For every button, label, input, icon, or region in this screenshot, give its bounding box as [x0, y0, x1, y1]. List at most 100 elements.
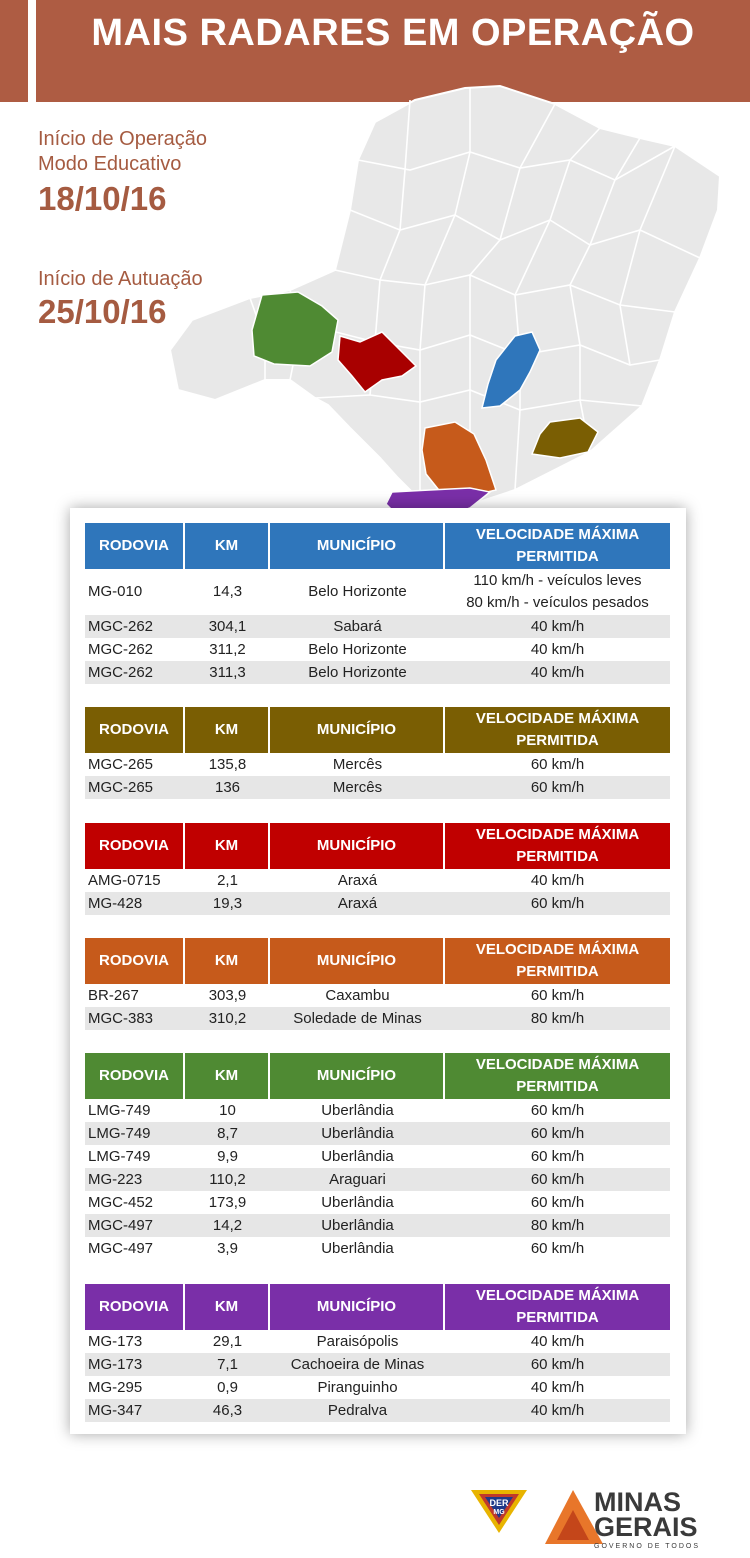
- header-velocidade-line-1: VELOCIDADE MÁXIMA: [475, 1056, 640, 1073]
- header-velocidade: VELOCIDADE MÁXIMA PERMITIDA: [445, 938, 670, 984]
- cell-municipio: Mercês: [332, 755, 383, 773]
- cell-municipio: Araguari: [329, 1170, 386, 1188]
- cell-velocidade: 60 km/h: [445, 1145, 670, 1168]
- cell-velocidade-value: 40 km/h: [530, 1401, 585, 1419]
- cell-rodovia: MGC-262: [88, 640, 154, 658]
- table-header: RODOVIA KM MUNICÍPIO VELOCIDADE MÁXIMA PERMI…: [85, 938, 670, 984]
- header-velocidade-line-2: PERMITIDA: [516, 1309, 599, 1326]
- cell-km: 135,8: [208, 755, 247, 773]
- table-header: RODOVIA KM MUNICÍPIO VELOCIDADE MÁXIMA PERMI…: [85, 1053, 670, 1099]
- table-header: RODOVIA KM MUNICÍPIO VELOCIDADE MÁXIMA PERMI…: [85, 823, 670, 869]
- cell-velocidade: 40 km/h: [445, 1330, 670, 1353]
- table-header: RODOVIA KM MUNICÍPIO VELOCIDADE MÁXIMA PERMI…: [85, 707, 670, 753]
- cell-km: 2,1: [217, 871, 238, 889]
- cell-rodovia: MG-173: [88, 1332, 143, 1350]
- cell-velocidade-value: 40 km/h: [530, 663, 585, 681]
- table-row: AMG-0715 2,1 Araxá 40 km/h: [85, 869, 670, 892]
- table-row: LMG-749 9,9 Uberlândia 60 km/h: [85, 1145, 670, 1168]
- header-banner: MAIS RADARES EM OPERAÇÃO: [0, 0, 750, 102]
- header-velocidade-line-1: VELOCIDADE MÁXIMA: [475, 826, 640, 843]
- cell-velocidade-value-2: 80 km/h - veículos pesados: [466, 594, 649, 611]
- radar-tables-card: RODOVIA KM MUNICÍPIO VELOCIDADE MÁXIMA PERMI…: [70, 508, 686, 1434]
- cell-km: 173,9: [208, 1193, 247, 1211]
- label-operacao-2: Modo Educativo: [38, 153, 182, 175]
- cell-velocidade: 60 km/h: [445, 892, 670, 915]
- header-municipio: MUNICÍPIO: [270, 823, 445, 869]
- table-row: MGC-497 3,9 Uberlândia 60 km/h: [85, 1237, 670, 1260]
- table-row: MGC-452 173,9 Uberlândia 60 km/h: [85, 1191, 670, 1214]
- mg-logo-text-1: MINAS: [594, 1487, 681, 1517]
- label-operacao-1: Início de Operação: [38, 128, 207, 150]
- cell-velocidade-value: 40 km/h: [530, 871, 585, 889]
- cell-velocidade: 60 km/h: [445, 1191, 670, 1214]
- cell-municipio: Soledade de Minas: [293, 1009, 422, 1027]
- header-km: KM: [185, 938, 270, 984]
- cell-municipio: Araxá: [337, 894, 378, 912]
- cell-velocidade-value: 60 km/h: [530, 1101, 585, 1119]
- header-velocidade: VELOCIDADE MÁXIMA PERMITIDA: [445, 823, 670, 869]
- cell-velocidade: 80 km/h: [445, 1214, 670, 1237]
- minas-gerais-map: [170, 84, 722, 529]
- table-row: MGC-383 310,2 Soledade de Minas 80 km/h: [85, 1007, 670, 1030]
- cell-km: 9,9: [217, 1147, 238, 1165]
- header-km: KM: [185, 523, 270, 569]
- cell-rodovia: MGC-265: [88, 755, 154, 773]
- header-velocidade-line-2: PERMITIDA: [516, 1078, 599, 1095]
- cell-velocidade-value: 60 km/h: [530, 778, 585, 796]
- cell-velocidade-value: 80 km/h: [530, 1216, 585, 1234]
- header-rodovia: RODOVIA: [85, 823, 185, 869]
- radar-table-green: RODOVIA KM MUNICÍPIO VELOCIDADE MÁXIMA PERMI…: [85, 1053, 670, 1260]
- cell-km: 7,1: [217, 1355, 238, 1373]
- date-operacao: 18/10/16: [38, 180, 167, 217]
- cell-municipio: Belo Horizonte: [308, 663, 407, 681]
- cell-velocidade: 60 km/h: [445, 1168, 670, 1191]
- radar-table-red: RODOVIA KM MUNICÍPIO VELOCIDADE MÁXIMA PERMI…: [85, 823, 670, 915]
- cell-rodovia: MG-173: [88, 1355, 143, 1373]
- cell-velocidade-value: 60 km/h: [530, 1355, 585, 1373]
- region-blue: [481, 331, 541, 409]
- cell-municipio: Piranguinho: [317, 1378, 398, 1396]
- cell-velocidade-value: 60 km/h: [530, 755, 585, 773]
- header-rodovia: RODOVIA: [85, 938, 185, 984]
- cell-velocidade-value: 60 km/h: [530, 1147, 585, 1165]
- table-row: BR-267 303,9 Caxambu 60 km/h: [85, 984, 670, 1007]
- cell-rodovia: MG-428: [88, 894, 143, 912]
- cell-rodovia: LMG-749: [88, 1101, 151, 1119]
- header-municipio: MUNICÍPIO: [270, 938, 445, 984]
- cell-km: 14,2: [212, 1216, 243, 1234]
- table-row: LMG-749 8,7 Uberlândia 60 km/h: [85, 1122, 670, 1145]
- minas-gerais-logo-icon: [545, 1490, 603, 1544]
- cell-velocidade: 40 km/h: [445, 1376, 670, 1399]
- cell-rodovia: MGC-265: [88, 778, 154, 796]
- radar-table-purple: RODOVIA KM MUNICÍPIO VELOCIDADE MÁXIMA PERMI…: [85, 1284, 670, 1422]
- mg-logo-text-2: GERAIS: [594, 1512, 698, 1542]
- radar-table-blue: RODOVIA KM MUNICÍPIO VELOCIDADE MÁXIMA PERMI…: [85, 523, 670, 684]
- header-municipio: MUNICÍPIO: [270, 523, 445, 569]
- region-red: [337, 331, 418, 394]
- banner-stripe: [28, 0, 36, 102]
- cell-rodovia: MG-223: [88, 1170, 143, 1188]
- table-row: MG-295 0,9 Piranguinho 40 km/h: [85, 1376, 670, 1399]
- table-row: MGC-262 311,3 Belo Horizonte 40 km/h: [85, 661, 670, 684]
- table-row: MGC-262 311,2 Belo Horizonte 40 km/h: [85, 638, 670, 661]
- table-row: LMG-749 10 Uberlândia 60 km/h: [85, 1099, 670, 1122]
- header-velocidade-line-1: VELOCIDADE MÁXIMA: [475, 1287, 640, 1304]
- header-velocidade-line-1: VELOCIDADE MÁXIMA: [475, 941, 640, 958]
- cell-municipio: Paraisópolis: [316, 1332, 399, 1350]
- radar-table-olive: RODOVIA KM MUNICÍPIO VELOCIDADE MÁXIMA PERMI…: [85, 707, 670, 799]
- cell-velocidade-value: 80 km/h: [530, 1009, 585, 1027]
- cell-km: 10: [219, 1101, 236, 1119]
- cell-municipio: Mercês: [332, 778, 383, 796]
- cell-velocidade: 60 km/h: [445, 1353, 670, 1376]
- header-rodovia: RODOVIA: [85, 1053, 185, 1099]
- cell-km: 110,2: [209, 1170, 246, 1188]
- cell-municipio: Uberlândia: [321, 1124, 394, 1142]
- header-velocidade: VELOCIDADE MÁXIMA PERMITIDA: [445, 1284, 670, 1330]
- header-municipio: MUNICÍPIO: [270, 1053, 445, 1099]
- table-row: MG-428 19,3 Araxá 60 km/h: [85, 892, 670, 915]
- cell-km: 136: [214, 778, 241, 796]
- header-velocidade-line-2: PERMITIDA: [516, 732, 599, 749]
- cell-municipio: Cachoeira de Minas: [290, 1355, 425, 1373]
- cell-municipio: Uberlândia: [321, 1216, 394, 1234]
- cell-velocidade-value: 60 km/h: [530, 894, 585, 912]
